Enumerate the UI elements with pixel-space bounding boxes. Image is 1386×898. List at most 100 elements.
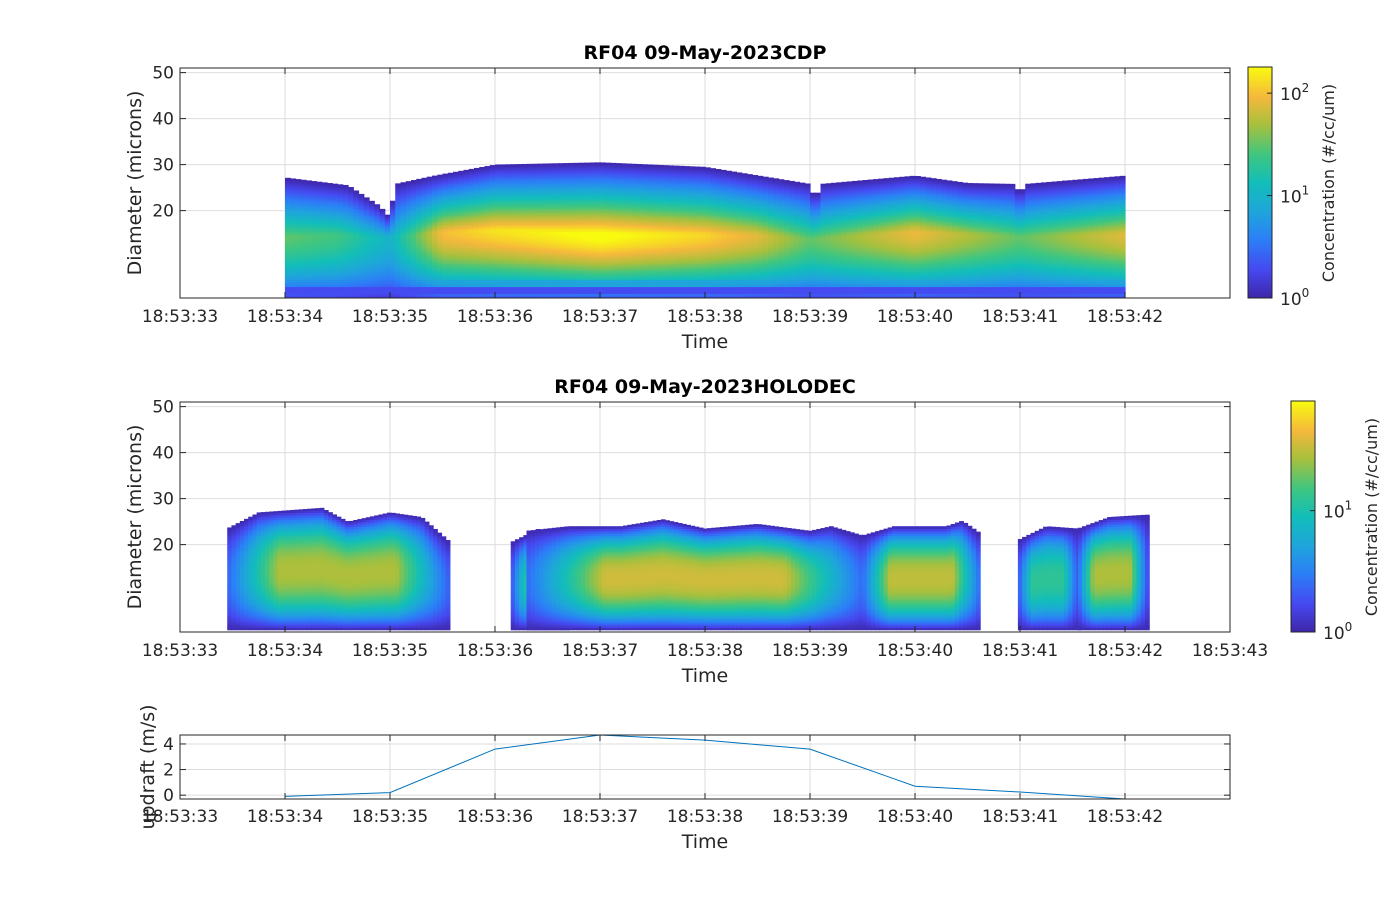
cdp-heat-cell: [426, 293, 433, 297]
cdp-heat-cell: [726, 217, 732, 221]
cdp-heat-cell: [290, 263, 297, 267]
cdp-heat-cell: [589, 183, 596, 186]
cdp-heat-cell: [321, 286, 328, 290]
cdp-heat-cell: [710, 256, 717, 260]
cdp-heat-cell: [484, 166, 491, 170]
cdp-heat-cell: [416, 258, 423, 262]
cdp-heat-cell: [453, 183, 459, 186]
cdp-heat-cell: [505, 261, 512, 265]
cdp-heat-cell: [621, 201, 627, 205]
cdp-heat-cell: [363, 235, 370, 239]
cdp-heat-cell: [542, 258, 549, 262]
cdp-heat-cell: [652, 268, 659, 271]
cdp-heat-cell: [663, 180, 669, 184]
cdp-heat-cell: [321, 196, 328, 200]
cdp-heat-cell: [710, 254, 717, 258]
cdp-heat-cell: [537, 169, 543, 173]
cdp-heat-cell: [474, 229, 480, 232]
cdp-heat-cell: [573, 238, 580, 242]
cdp-heat-cell: [510, 245, 517, 248]
cdp-heat-cell: [379, 258, 386, 262]
cdp-heat-cell: [316, 288, 323, 292]
cdp-heat-cell: [568, 176, 575, 179]
cdp-heat-cell: [458, 208, 465, 212]
cdp-heat-cell: [642, 235, 648, 239]
cdp-heat-cell: [447, 268, 454, 271]
cdp-heat-cell: [405, 219, 412, 223]
cdp-heat-cell: [720, 208, 727, 212]
cdp-heat-cell: [521, 203, 528, 207]
cdp-heat-cell: [715, 288, 722, 292]
cdp-heat-cell: [369, 229, 375, 232]
cdp-heat-cell: [363, 226, 370, 230]
cdp-heat-cell: [400, 217, 407, 221]
cdp-heat-cell: [447, 199, 454, 202]
cdp-heat-cell: [636, 272, 643, 276]
cdp-heat-cell: [563, 277, 570, 281]
cdp-heat-cell: [416, 189, 423, 193]
cdp-heat-cell: [747, 199, 753, 202]
cdp-heat-cell: [321, 208, 328, 212]
cdp-heat-cell: [416, 249, 423, 253]
cdp-heat-cell: [678, 215, 685, 219]
cdp-heat-cell: [384, 268, 391, 271]
cdp-heat-cell: [642, 219, 648, 223]
cdp-heat-cell: [510, 224, 517, 228]
cdp-heat-cell: [652, 275, 659, 278]
cdp-heat-cell: [306, 272, 312, 276]
cdp-heat-cell: [400, 272, 407, 276]
cdp-heat-cell: [495, 238, 501, 242]
cdp-heat-cell: [295, 215, 302, 219]
cdp-heat-cell: [327, 208, 333, 212]
cdp-heat-cell: [316, 181, 323, 184]
cdp-heat-cell: [594, 265, 601, 269]
cdp-heat-cell: [678, 272, 685, 276]
cdp-heat-cell: [342, 286, 349, 290]
cdp-heat-cell: [710, 224, 717, 228]
cdp-heat-cell: [626, 293, 633, 297]
cdp-heat-cell: [689, 247, 696, 251]
cdp-heat-cell: [594, 173, 601, 177]
cdp-heat-cell: [694, 242, 701, 246]
cdp-heat-cell: [411, 268, 417, 271]
cdp-heat-cell: [327, 224, 333, 228]
cdp-heat-cell: [642, 247, 648, 251]
cdp-heat-cell: [321, 293, 328, 297]
cdp-heat-cell: [720, 284, 727, 288]
cdp-heat-cell: [500, 277, 507, 281]
cdp-heat-cell: [710, 272, 717, 276]
cdp-heat-cell: [621, 252, 627, 255]
cdp-heat-cell: [332, 245, 339, 248]
cdp-heat-cell: [474, 235, 480, 239]
cdp-heat-cell: [416, 265, 423, 269]
cdp-heat-cell: [479, 240, 486, 244]
cdp-heat-cell: [484, 178, 491, 182]
cdp-heat-cell: [510, 217, 517, 221]
cdp-heat-cell: [647, 183, 654, 186]
cdp-heat-cell: [600, 183, 606, 186]
cdp-heat-cell: [741, 206, 748, 209]
cdp-heat-cell: [647, 164, 654, 168]
cdp-heat-cell: [531, 277, 538, 281]
cdp-heat-cell: [542, 183, 549, 186]
cdp-heat-cell: [542, 210, 549, 214]
cdp-heat-cell: [542, 288, 549, 292]
cdp-heat-cell: [400, 256, 407, 260]
cdp-heat-cell: [710, 261, 717, 265]
cdp-heat-cell: [384, 226, 391, 230]
cdp-heat-cell: [699, 219, 706, 223]
cdp-heat-cell: [663, 256, 669, 260]
cdp-heat-cell: [411, 245, 417, 248]
cdp-heat-cell: [547, 233, 554, 237]
cdp-heat-cell: [573, 199, 580, 202]
cdp-heat-cell: [500, 265, 507, 269]
cdp-heat-cell: [416, 293, 423, 297]
cdp-heat-cell: [505, 270, 512, 274]
cdp-heat-cell: [757, 288, 764, 292]
cdp-heat-cell: [306, 206, 312, 209]
cdp-heat-cell: [631, 203, 638, 207]
cdp-heat-cell: [684, 258, 690, 262]
cdp-heat-cell: [558, 171, 564, 175]
cdp-heat-cell: [573, 272, 580, 276]
cdp-heat-cell: [542, 215, 549, 219]
